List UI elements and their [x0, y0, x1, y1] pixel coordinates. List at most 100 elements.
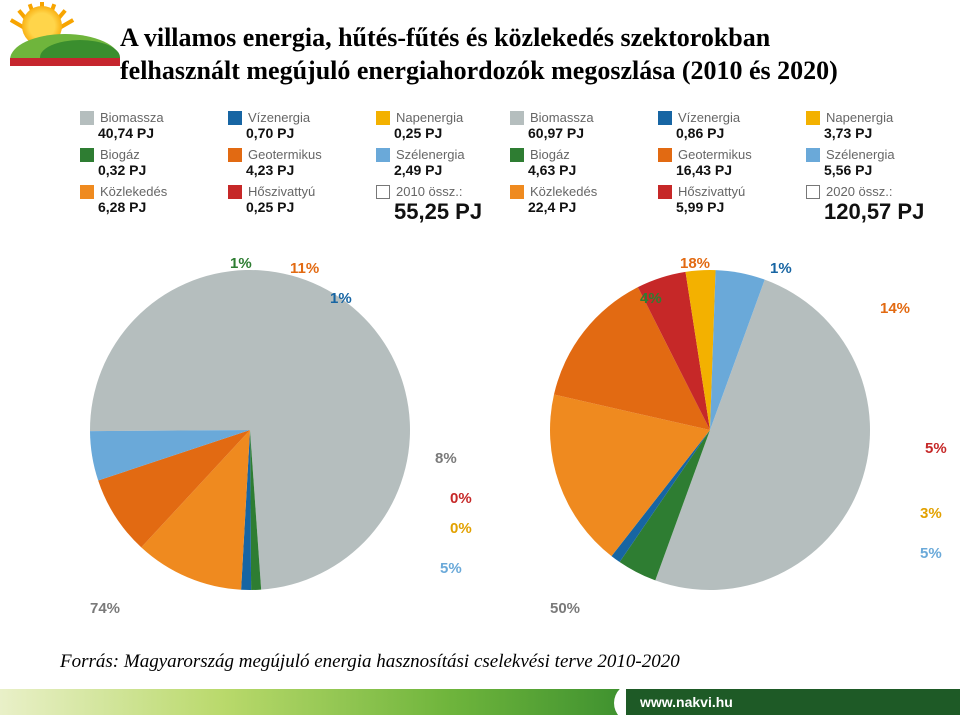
pie-callout: 4%	[640, 290, 662, 307]
pie-svg	[20, 240, 480, 620]
legend-swatch	[376, 185, 390, 199]
pie-callout: 74%	[90, 600, 120, 617]
legend-item: Szélenergia2,49 PJ	[376, 147, 510, 178]
legend-label: Biomassza	[100, 110, 164, 125]
legend-swatch	[806, 111, 820, 125]
legend-item: Vízenergia0,70 PJ	[228, 110, 362, 141]
pie-svg	[480, 240, 940, 620]
legend-swatch	[510, 148, 524, 162]
legend-value: 6,28 PJ	[98, 199, 214, 215]
source-label: Forrás:	[60, 651, 119, 672]
legend-swatch	[510, 111, 524, 125]
source-text: Magyarország megújuló energia hasznosítá…	[124, 651, 680, 672]
legend-label: Szélenergia	[396, 147, 465, 162]
legend-item: Biomassza40,74 PJ	[80, 110, 214, 141]
legend-swatch	[658, 111, 672, 125]
legend-swatch	[806, 185, 820, 199]
legend-swatch	[376, 111, 390, 125]
legend-label: Vízenergia	[248, 110, 310, 125]
footer-url: www.nakvi.hu	[626, 689, 960, 715]
legend-item: Közlekedés6,28 PJ	[80, 184, 214, 225]
legend-label: Napenergia	[826, 110, 893, 125]
legend-swatch	[658, 148, 672, 162]
legend-value: 0,86 PJ	[676, 125, 792, 141]
legend-label: Közlekedés	[530, 184, 597, 199]
pie-callout: 18%	[680, 255, 710, 272]
legend-label: Geotermikus	[248, 147, 322, 162]
legend-value: 0,70 PJ	[246, 125, 362, 141]
legend-label: Biogáz	[100, 147, 140, 162]
legend-swatch	[80, 111, 94, 125]
legend-label: Biogáz	[530, 147, 570, 162]
legend-item: Napenergia3,73 PJ	[806, 110, 940, 141]
legend-label: Vízenergia	[678, 110, 740, 125]
legend-label: Szélenergia	[826, 147, 895, 162]
legend-item: Közlekedés22,4 PJ	[510, 184, 644, 225]
legend-item: Geotermikus16,43 PJ	[658, 147, 792, 178]
logo-band	[10, 58, 120, 66]
legend-value: 0,25 PJ	[246, 199, 362, 215]
legend-value: 4,63 PJ	[528, 162, 644, 178]
legend-item: Biogáz0,32 PJ	[80, 147, 214, 178]
title-line-2: felhasznált megújuló energiahordozók meg…	[120, 55, 940, 88]
legend-swatch	[80, 148, 94, 162]
legend-value: 40,74 PJ	[98, 125, 214, 141]
legend-value: 16,43 PJ	[676, 162, 792, 178]
legend-label: Geotermikus	[678, 147, 752, 162]
legend-value: 2,49 PJ	[394, 162, 510, 178]
legend-label: 2010 össz.:	[396, 184, 463, 199]
legend-value: 0,25 PJ	[394, 125, 510, 141]
footer-bar: www.nakvi.hu	[0, 689, 960, 715]
pie-callout: 14%	[880, 300, 910, 317]
legend-value: 22,4 PJ	[528, 199, 644, 215]
pie-callout: 1%	[770, 260, 792, 277]
legend-swatch	[510, 185, 524, 199]
legend-row: Biomassza40,74 PJVízenergia0,70 PJNapene…	[80, 110, 940, 230]
pie-callout: 0%	[450, 520, 472, 537]
legend-label: Biomassza	[530, 110, 594, 125]
legend-label: Hőszivattyú	[248, 184, 315, 199]
pie-callout: 50%	[550, 600, 580, 617]
pie-callout: 5%	[925, 440, 947, 457]
legend-item: Biogáz4,63 PJ	[510, 147, 644, 178]
pie-chart-2020: 50%1%3%4%14%5%18%5%	[480, 240, 940, 620]
pie-callout: 3%	[920, 505, 942, 522]
legend-item: Biomassza60,97 PJ	[510, 110, 644, 141]
legend-item: Geotermikus4,23 PJ	[228, 147, 362, 178]
legend-2010: Biomassza40,74 PJ Vízenergia0,70 PJ Napene…	[80, 110, 510, 230]
pie-callout: 11%	[290, 260, 319, 277]
legend-swatch	[658, 185, 672, 199]
pie-callout: 5%	[440, 560, 462, 577]
legend-swatch	[228, 148, 242, 162]
legend-swatch	[806, 148, 820, 162]
pie-callout: 5%	[920, 545, 942, 562]
legend-value: 60,97 PJ	[528, 125, 644, 141]
legend-value: 55,25 PJ	[394, 199, 510, 225]
legend-value: 4,23 PJ	[246, 162, 362, 178]
legend-label: Napenergia	[396, 110, 463, 125]
legend-value: 0,32 PJ	[98, 162, 214, 178]
pie-callout: 1%	[330, 290, 352, 307]
page-title: A villamos energia, hűtés-fűtés és közle…	[120, 22, 940, 87]
footer-gradient	[0, 689, 640, 715]
brand-logo	[10, 6, 120, 66]
legend-value: 5,99 PJ	[676, 199, 792, 215]
source-citation: Forrás: Magyarország megújuló energia ha…	[60, 651, 680, 673]
title-line-1: A villamos energia, hűtés-fűtés és közle…	[120, 22, 940, 55]
legend-swatch	[228, 111, 242, 125]
pie-chart-2010: 74%1%0%1%8%5%11%0%	[20, 240, 480, 620]
pie-callout: 8%	[435, 450, 457, 467]
legend-value: 5,56 PJ	[824, 162, 940, 178]
legend-total: 2020 össz.:120,57 PJ	[806, 184, 940, 225]
legend-label: Hőszivattyú	[678, 184, 745, 199]
legend-label: 2020 össz.:	[826, 184, 893, 199]
legend-2020: Biomassza60,97 PJ Vízenergia0,86 PJ Napene…	[510, 110, 940, 230]
legend-item: Vízenergia0,86 PJ	[658, 110, 792, 141]
pie-callout: 0%	[450, 490, 472, 507]
legend-item: Szélenergia5,56 PJ	[806, 147, 940, 178]
legend-item: Hőszivattyú0,25 PJ	[228, 184, 362, 225]
legend-value: 120,57 PJ	[824, 199, 940, 225]
legend-label: Közlekedés	[100, 184, 167, 199]
legend-total: 2010 össz.:55,25 PJ	[376, 184, 510, 225]
legend-item: Napenergia0,25 PJ	[376, 110, 510, 141]
